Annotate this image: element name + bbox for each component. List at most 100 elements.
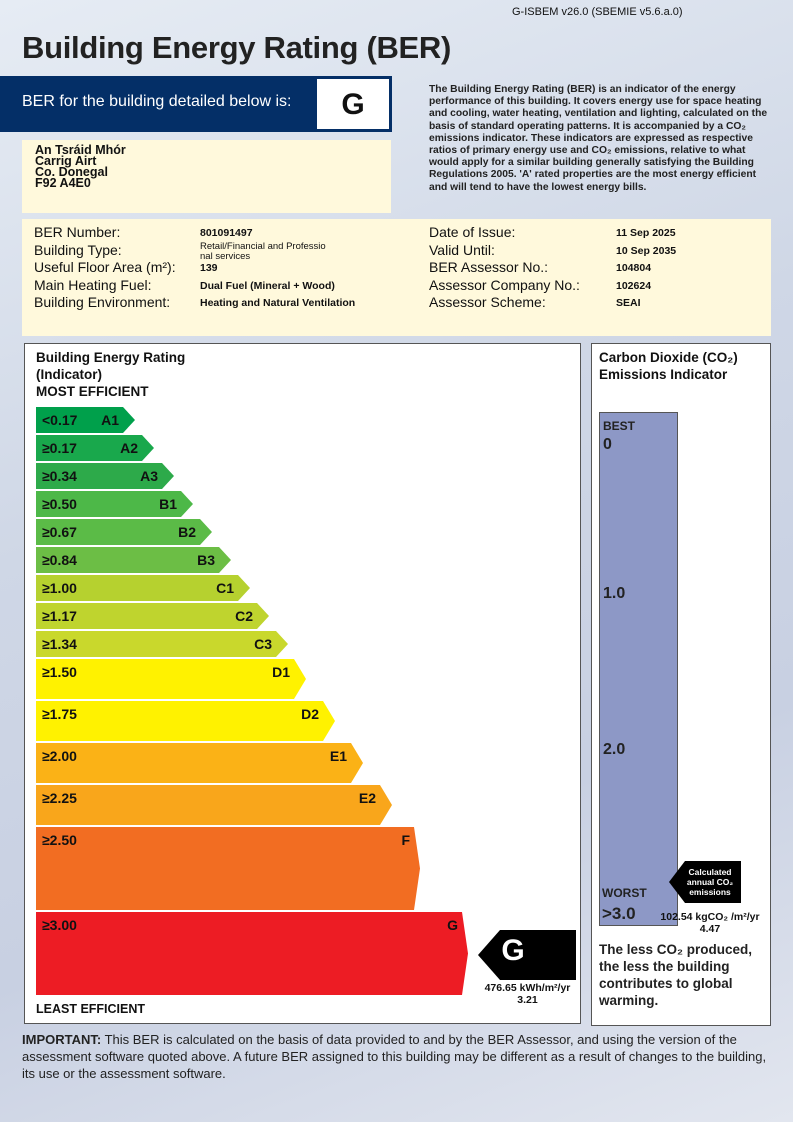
least-efficient-label: LEAST EFFICIENT	[36, 1002, 146, 1016]
detail-value: 139	[200, 262, 218, 274]
ber-banner-label: BER for the building detailed below is:	[22, 93, 292, 110]
rating-band-g: ≥3.00 G	[36, 912, 468, 995]
band-label: F	[401, 832, 410, 848]
band-label: C2	[235, 608, 253, 624]
address-block: An Tsráid Mhór Carrig Airt Co. Donegal F…	[22, 140, 391, 213]
detail-value: Retail/Financial and Professio nal servi…	[200, 240, 326, 262]
band-threshold: ≥0.67	[42, 524, 77, 540]
address-line: An Tsráid Mhór	[35, 143, 126, 157]
co2-tick: 1.0	[603, 585, 626, 602]
detail-label: BER Number:	[34, 224, 121, 240]
address-line: Carrig Airt	[35, 154, 97, 168]
co2-title-line: Emissions Indicator	[599, 367, 728, 382]
co2-values: 102.54 kgCO₂ /m²/yr 4.47	[650, 911, 770, 935]
page-title: Building Energy Rating (BER)	[22, 30, 452, 65]
intro-text: The Building Energy Rating (BER) is an i…	[429, 84, 768, 193]
result-values: 476.65 kWh/m²/yr 3.21	[470, 982, 585, 1006]
band-threshold: ≥1.50	[42, 664, 77, 680]
energy-value: 476.65 kWh/m²/yr	[484, 982, 571, 994]
detail-label: BER Assessor No.:	[429, 259, 549, 275]
band-threshold: ≥0.50	[42, 496, 77, 512]
rating-band-c2: ≥1.17 C2	[36, 603, 269, 629]
band-threshold: ≥1.75	[42, 706, 77, 722]
detail-value: 104804	[616, 262, 652, 274]
band-label: G	[447, 917, 458, 933]
detail-label: Building Environment:	[34, 294, 171, 310]
detail-label: Valid Until:	[429, 241, 495, 258]
band-threshold: ≥2.00	[42, 748, 77, 764]
worst-label: WORST	[602, 886, 647, 900]
detail-value: SEAI	[616, 297, 641, 309]
detail-label: Building Type:	[34, 241, 122, 258]
rating-band-b2: ≥0.67 B2	[36, 519, 212, 545]
band-label: B3	[197, 552, 215, 568]
most-efficient-label: MOST EFFICIENT	[36, 384, 149, 399]
detail-label: Assessor Scheme:	[429, 294, 546, 310]
detail-label: Useful Floor Area (m²):	[34, 259, 176, 275]
co2-tick: 2.0	[603, 741, 626, 758]
co2-value: 102.54 kgCO₂ /m²/yr	[660, 911, 760, 923]
rating-band-b3: ≥0.84 B3	[36, 547, 231, 573]
result-rating: G	[501, 934, 525, 967]
details-block	[22, 219, 771, 336]
rating-band-d2: ≥1.75 D2	[36, 701, 335, 741]
rating-band-c1: ≥1.00 C1	[36, 575, 250, 601]
co2-tick: >3.0	[602, 904, 636, 923]
ber-rating-box: G	[316, 78, 390, 130]
band-threshold: ≥0.84	[42, 552, 77, 568]
rating-band-a2: ≥0.17 A2	[36, 435, 154, 461]
best-label: BEST	[603, 419, 636, 433]
band-threshold: ≥1.17	[42, 608, 77, 624]
rating-title-line: Building Energy Rating	[36, 350, 186, 365]
rating-band-f: ≥2.50 F	[36, 827, 420, 910]
band-label: D2	[301, 706, 319, 722]
software-version: G-ISBEM v26.0 (SBEMIE v5.6.a.0)	[512, 6, 683, 18]
rating-band-b1: ≥0.50 B1	[36, 491, 193, 517]
band-label: A1	[101, 412, 119, 428]
rating-band-a3: ≥0.34 A3	[36, 463, 174, 489]
detail-value: 102624	[616, 279, 652, 292]
co2-ratio: 4.47	[699, 923, 721, 935]
band-threshold: ≥0.34	[42, 468, 77, 484]
detail-label: Date of Issue:	[429, 224, 516, 240]
band-threshold: ≥2.50	[42, 832, 77, 848]
band-threshold: ≥1.00	[42, 580, 77, 596]
band-threshold: ≥1.34	[42, 636, 77, 652]
rating-band-e1: ≥2.00 E1	[36, 743, 363, 783]
band-label: E1	[329, 748, 347, 764]
detail-value: Dual Fuel (Mineral + Wood)	[200, 279, 335, 292]
band-threshold: <0.17	[42, 412, 78, 428]
co2-note: The less CO₂ produced, the less the buil…	[599, 942, 753, 1008]
rating-band-e2: ≥2.25 E2	[36, 785, 392, 825]
co2-title-line: Carbon Dioxide (CO₂)	[599, 350, 738, 365]
co2-pointer-arrow	[669, 861, 741, 903]
detail-value: Heating and Natural Ventilation	[200, 297, 356, 309]
band-label: C1	[216, 580, 234, 596]
band-label: E2	[358, 790, 376, 806]
important-label: IMPORTANT:	[22, 1032, 102, 1047]
rating-panel-title: Building Energy Rating (Indicator) MOST …	[36, 349, 185, 400]
band-label: D1	[272, 664, 290, 680]
rating-band-a1: <0.17 A1	[36, 407, 135, 433]
band-threshold: ≥3.00	[42, 917, 77, 933]
band-label: B1	[159, 496, 177, 512]
address-line: Co. Donegal	[35, 165, 108, 179]
rating-band-c3: ≥1.34 C3	[36, 631, 288, 657]
band-label: B2	[178, 524, 196, 540]
co2-tick: 0	[603, 436, 612, 453]
energy-ratio: 3.21	[517, 994, 538, 1006]
co2-panel-title: Carbon Dioxide (CO₂) Emissions Indicator	[599, 349, 738, 383]
rating-band-d1: ≥1.50 D1	[36, 659, 306, 699]
band-threshold: ≥0.17	[42, 440, 77, 456]
rating-title-line: (Indicator)	[36, 367, 102, 382]
rating-pointer-arrow	[478, 930, 576, 980]
address-line: F92 A4E0	[35, 176, 91, 190]
detail-value: 10 Sep 2035	[616, 244, 677, 257]
important-text: This BER is calculated on the basis of d…	[22, 1032, 767, 1081]
detail-value: 801091497	[200, 227, 253, 239]
detail-label: Assessor Company No.:	[429, 276, 580, 293]
important-notice: IMPORTANT: This BER is calculated on the…	[22, 1031, 772, 1082]
co2-scale-bar	[599, 412, 678, 926]
band-label: A2	[120, 440, 138, 456]
band-threshold: ≥2.25	[42, 790, 77, 806]
